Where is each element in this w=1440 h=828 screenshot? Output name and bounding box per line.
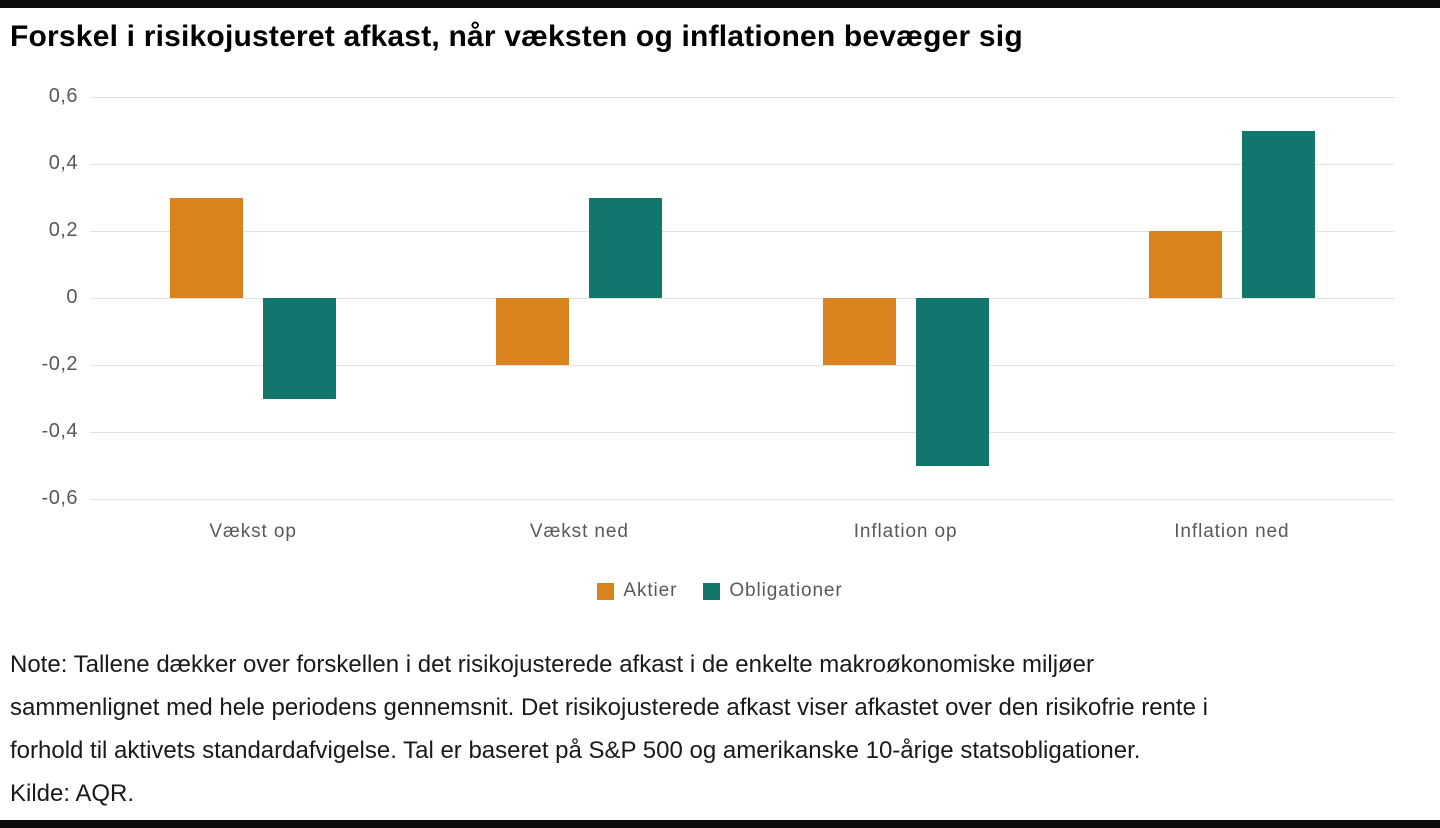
bar-aktier-4 xyxy=(1148,231,1222,298)
y-tick-label: -0,4 xyxy=(41,420,78,442)
legend-item-obligationer: Obligationer xyxy=(703,580,842,602)
bottom-border-rule xyxy=(0,820,1440,828)
gridline xyxy=(90,365,1395,366)
gridline xyxy=(90,97,1395,98)
x-tick-label: Inflation ned xyxy=(1174,521,1290,542)
x-tick-label: Vækst ned xyxy=(529,521,629,542)
bar-obligationer-4 xyxy=(1241,130,1315,298)
source-line: Kilde: AQR. xyxy=(10,780,135,807)
legend-label: Obligationer xyxy=(729,580,843,601)
y-tick-label: 0 xyxy=(66,286,78,308)
x-tick-label: Vækst op xyxy=(209,521,297,542)
note-line: Note: Tallene dækker over forskellen i d… xyxy=(10,651,1095,678)
chart-title: Forskel i risikojusteret afkast, når væk… xyxy=(10,20,1023,53)
legend-swatch-icon xyxy=(703,582,721,600)
legend-label: Aktier xyxy=(623,580,678,601)
bar-aktier-2 xyxy=(496,298,570,365)
note-line: sammenlignet med hele periodens gennemsn… xyxy=(10,694,1208,721)
y-tick-label: -0,2 xyxy=(41,353,78,375)
bar-obligationer-2 xyxy=(589,197,663,298)
bar-obligationer-1 xyxy=(263,298,337,399)
bar-obligationer-3 xyxy=(915,298,989,466)
top-border-rule xyxy=(0,0,1440,8)
gridline xyxy=(90,164,1395,165)
note-line: forhold til aktivets standardafvigelse. … xyxy=(10,737,1141,764)
gridline xyxy=(90,499,1395,500)
gridline xyxy=(90,298,1395,299)
bar-aktier-3 xyxy=(822,298,896,365)
legend-swatch-icon xyxy=(597,582,615,600)
bar-aktier-1 xyxy=(170,197,244,298)
gridline xyxy=(90,432,1395,433)
y-tick-label: 0,6 xyxy=(48,85,78,107)
legend-item-aktier: Aktier xyxy=(597,580,677,602)
y-tick-label: -0,6 xyxy=(41,487,78,509)
legend: Aktier Obligationer xyxy=(0,580,1440,602)
plot-area: 0,6 0,4 0,2 0 -0,2 -0,4 -0,6 Vækst op Vækst ned I… xyxy=(42,85,1395,542)
y-tick-label: 0,4 xyxy=(48,152,78,174)
note-text: Note: Tallene dækker over forskellen i d… xyxy=(10,643,1430,815)
x-tick-label: Inflation op xyxy=(853,521,958,542)
gridline xyxy=(90,231,1395,232)
y-tick-label: 0,2 xyxy=(48,219,78,241)
